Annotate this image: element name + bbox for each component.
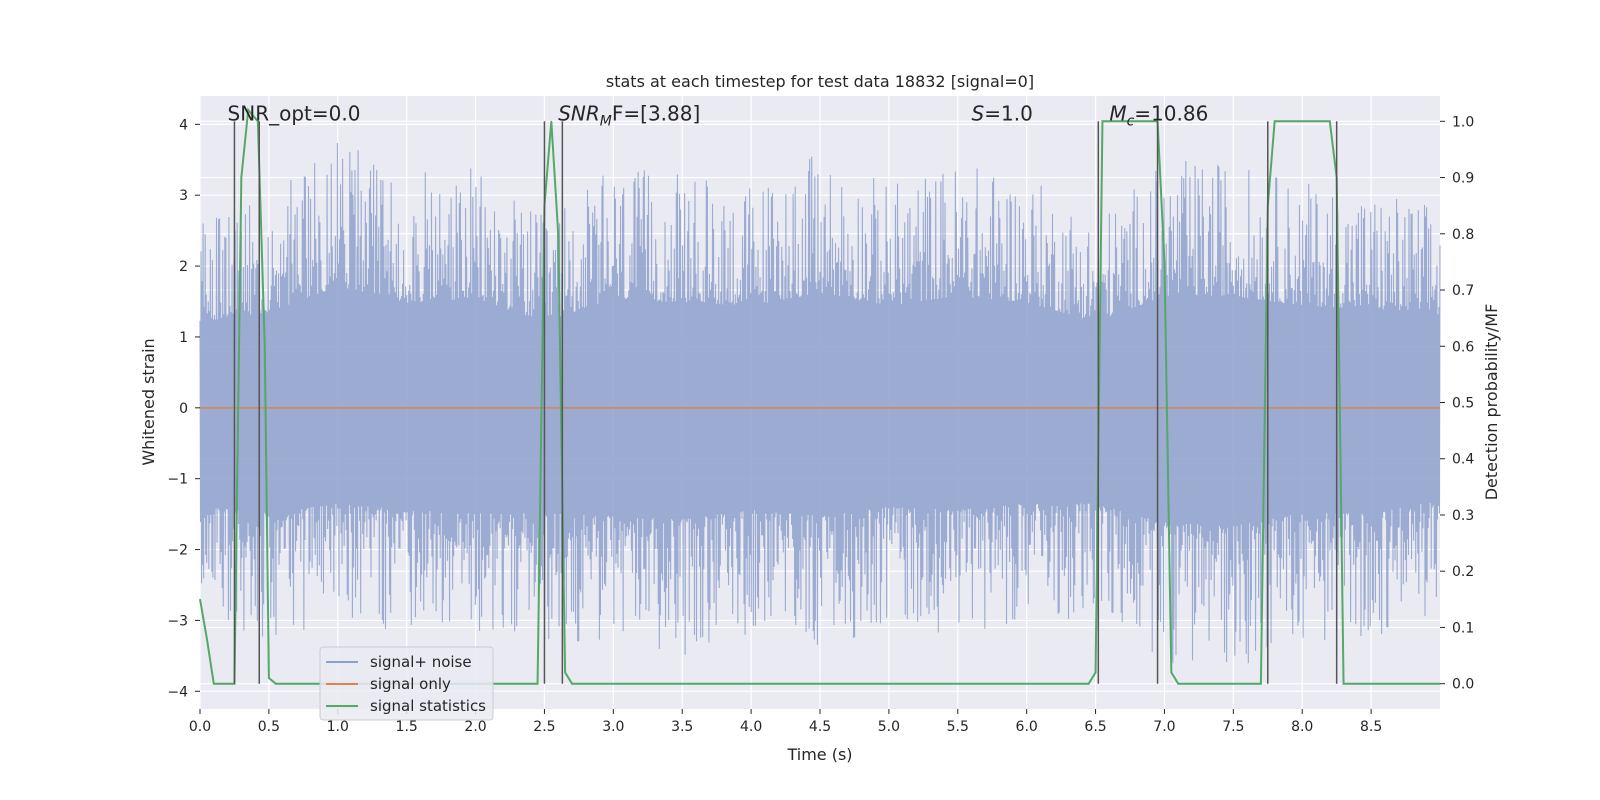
annotation-text: SNRMF=[3.88] (558, 102, 700, 130)
y2-tick-label: 0.5 (1452, 396, 1474, 412)
legend-label-signal-only: signal only (370, 675, 451, 693)
y2-tick-label: 0.8 (1452, 227, 1474, 243)
y2-tick-label: 0.3 (1452, 508, 1474, 524)
x-tick-label: 6.5 (1084, 719, 1106, 735)
y-tick-label: −4 (167, 684, 188, 700)
x-tick-label: 5.0 (878, 719, 900, 735)
x-tick-label: 8.5 (1360, 719, 1382, 735)
y2-axis-label: Detection probability/MF (1482, 304, 1501, 501)
statistics-point (1170, 671, 1172, 674)
y-tick-label: 0 (179, 401, 188, 417)
annotation-text: Mc=10.86 (1109, 102, 1208, 130)
x-tick-label: 0.0 (189, 719, 211, 735)
x-tick-label: 4.0 (740, 719, 762, 735)
x-tick-label: 4.5 (809, 719, 831, 735)
statistics-point (536, 683, 539, 685)
x-tick-label: 2.0 (464, 719, 486, 735)
y2-tick-label: 0.4 (1452, 452, 1474, 468)
y2-tick-label: 0.7 (1452, 283, 1474, 299)
event-markers (233, 121, 1338, 684)
statistics-point (264, 345, 266, 347)
x-axis-label: Time (s) (786, 745, 852, 764)
statistics-point (1101, 120, 1104, 122)
y-axis-label: Whitened strain (139, 338, 158, 465)
statistics-point (1349, 683, 1352, 685)
statistics-point (557, 233, 559, 235)
statistics-point (206, 638, 208, 640)
y-tick-label: 2 (179, 259, 188, 275)
y2-tick-label: 0.0 (1452, 677, 1474, 693)
x-tick-label: 1.5 (396, 719, 418, 735)
x-tick-label: 8.0 (1291, 719, 1313, 735)
statistics-point (1274, 120, 1276, 122)
statistics-point (1094, 671, 1097, 674)
chart-title: stats at each timestep for test data 188… (606, 72, 1034, 91)
x-tick-label: 5.5 (947, 719, 969, 735)
y-tick-label: 1 (179, 330, 188, 346)
statistics-point (571, 683, 573, 685)
x-tick-label: 1.0 (327, 719, 349, 735)
annotation-text: S=1.0 (972, 102, 1033, 126)
statistics-point (275, 683, 277, 685)
y2-tick-label: 0.9 (1452, 171, 1474, 187)
annotations: SNR_opt=0.0 SNRMF=[3.88] S=1.0 Mc=10.86 (228, 102, 1209, 130)
statistics-point (213, 683, 215, 685)
series-lines (199, 107, 1441, 685)
x-tick-label: 7.5 (1222, 719, 1244, 735)
x-tick-label: 2.5 (533, 719, 555, 735)
annotation-text: SNR_opt=0.0 (228, 102, 361, 126)
statistics-point (1329, 120, 1331, 122)
x-tick-label: 0.5 (258, 719, 280, 735)
y-tick-label: 3 (179, 188, 188, 204)
statistics-point (247, 109, 249, 111)
legend-label-statistics: signal statistics (370, 697, 486, 715)
y-tick-label: −3 (167, 613, 188, 629)
statistics-point (240, 176, 242, 179)
statistics-line (199, 107, 1440, 685)
statistics-point (1088, 683, 1090, 685)
x-tick-label: 7.0 (1153, 719, 1175, 735)
y-tick-label: −1 (167, 472, 188, 488)
y-tick-label: 4 (179, 117, 188, 133)
y2-tick-label: 1.0 (1452, 114, 1474, 130)
y2-tick-label: 0.2 (1452, 564, 1474, 580)
noise-series (199, 142, 1441, 664)
statistics-point (1218, 683, 1221, 685)
statistics-point (1260, 683, 1262, 685)
legend-box (319, 646, 494, 721)
tick-labels: 0.0 0.5 1.0 1.5 2.0 2.5 3.0 3.5 4.0 4.5 5.0 5.5 6.0 6… (167, 114, 1474, 735)
y2-tick-label: 0.1 (1452, 620, 1474, 636)
legend: signal+ noise signal only signal statist… (319, 646, 494, 721)
statistics-point (199, 598, 201, 600)
statistics-point (1177, 683, 1179, 685)
statistics-point (1342, 683, 1345, 685)
legend-label-noise: signal+ noise (370, 653, 472, 671)
y2-tick-label: 0.6 (1452, 339, 1474, 355)
statistics-point (550, 120, 552, 122)
noise-trace (199, 142, 1441, 664)
y-tick-label: −2 (167, 543, 188, 559)
x-tick-label: 6.0 (1016, 719, 1038, 735)
x-tick-label: 3.0 (602, 719, 624, 735)
statistics-point (564, 671, 566, 674)
statistics-point (257, 120, 259, 122)
statistics-point (1163, 261, 1166, 263)
x-tick-label: 3.5 (671, 719, 693, 735)
statistics-point (268, 677, 270, 679)
